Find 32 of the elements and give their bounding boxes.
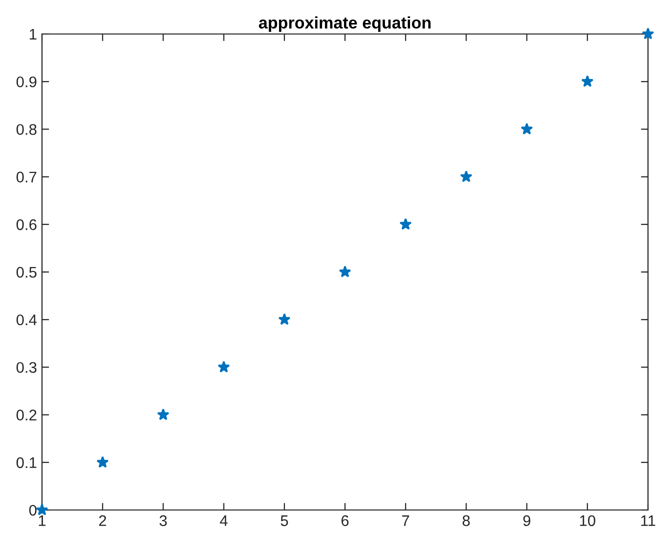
y-tick-label: 0.4 xyxy=(16,314,37,326)
y-tick-label: 0.1 xyxy=(16,457,36,468)
x-tick-label: 2 xyxy=(99,515,106,526)
x-tick-label: 10 xyxy=(580,515,596,526)
point xyxy=(218,360,230,373)
y-tick-label: 0.9 xyxy=(16,76,36,88)
x-tick-label: 4 xyxy=(220,515,228,526)
point xyxy=(399,218,412,230)
x-tick-label: 11 xyxy=(641,515,656,526)
y-tick-label: 0.2 xyxy=(16,410,36,420)
x-tick-label: 6 xyxy=(342,515,349,526)
y-tick-label: 0.8 xyxy=(16,124,36,135)
point xyxy=(460,170,472,182)
chart-title: approximate equation xyxy=(258,16,431,32)
x-tick-label: 7 xyxy=(402,515,410,526)
y-tick-label: 1 xyxy=(30,29,36,40)
point xyxy=(157,408,170,420)
point xyxy=(278,313,291,325)
y-tick-label: 0.5 xyxy=(16,266,36,278)
y-tick-label: 0.6 xyxy=(16,219,36,230)
x-tick-label: 8 xyxy=(462,515,470,526)
point xyxy=(520,122,533,135)
x-tick-label: 5 xyxy=(280,515,288,526)
point xyxy=(96,456,109,468)
y-tick-label: 0.3 xyxy=(16,362,36,373)
point xyxy=(581,75,594,87)
x-tick-label: 9 xyxy=(523,515,530,526)
x-tick-label: 1 xyxy=(38,515,46,526)
point xyxy=(338,266,352,278)
x-tick-label: 3 xyxy=(160,515,167,526)
y-tick-label: 0.7 xyxy=(16,172,36,182)
y-tick-label: 0 xyxy=(29,504,37,516)
